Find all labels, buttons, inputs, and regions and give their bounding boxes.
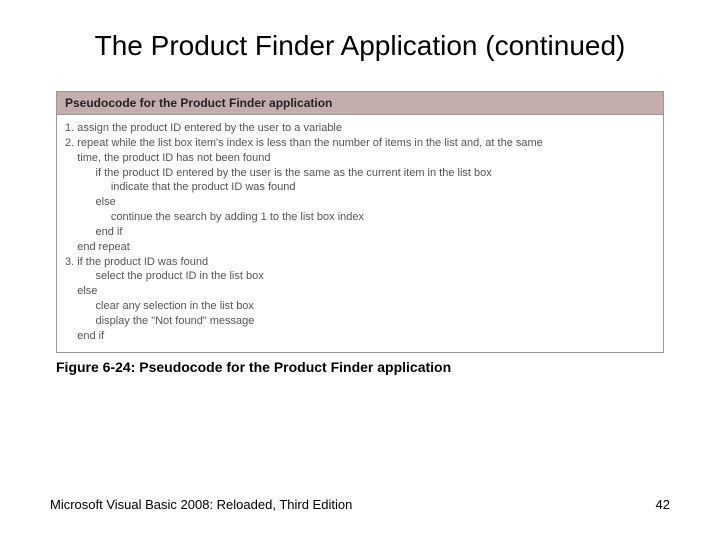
footer-text: Microsoft Visual Basic 2008: Reloaded, T… (50, 497, 352, 512)
figure-body: 1. assign the product ID entered by the … (57, 115, 663, 352)
figure-header: Pseudocode for the Product Finder applic… (57, 92, 663, 115)
pseudocode-figure: Pseudocode for the Product Finder applic… (56, 91, 664, 353)
figure-caption: Figure 6-24: Pseudocode for the Product … (56, 359, 670, 375)
slide-container: The Product Finder Application (continue… (0, 0, 720, 540)
page-number: 42 (656, 497, 670, 512)
slide-footer: Microsoft Visual Basic 2008: Reloaded, T… (50, 497, 670, 512)
slide-title: The Product Finder Application (continue… (50, 28, 670, 63)
